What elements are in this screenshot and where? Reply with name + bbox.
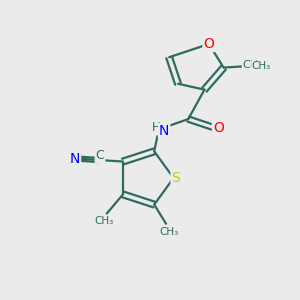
Text: CH₃: CH₃ (243, 60, 263, 70)
Text: N: N (159, 124, 169, 138)
Text: O: O (213, 121, 224, 135)
Text: CH₃: CH₃ (94, 217, 113, 226)
Text: O: O (203, 37, 214, 51)
Text: H: H (152, 122, 161, 134)
Text: S: S (172, 171, 180, 185)
Text: C: C (96, 149, 104, 162)
Text: N: N (70, 152, 80, 166)
Text: CH₃: CH₃ (159, 227, 178, 237)
Text: CH₃: CH₃ (252, 61, 271, 71)
